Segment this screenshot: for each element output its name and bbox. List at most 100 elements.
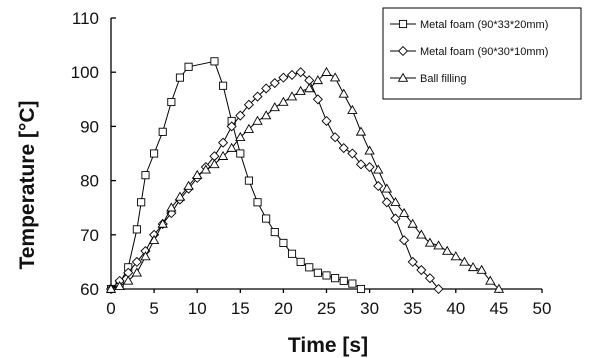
data-point: [235, 131, 246, 141]
data-point: [373, 180, 384, 192]
x-tick-label: 15: [231, 299, 250, 318]
data-point: [348, 279, 357, 288]
data-point: [330, 132, 341, 143]
data-point: [243, 99, 254, 110]
legend-label: Ball filling: [420, 73, 466, 85]
data-point: [381, 197, 392, 208]
x-tick-label: 45: [489, 299, 508, 318]
data-point: [329, 72, 341, 82]
data-point: [433, 283, 444, 295]
data-point: [390, 213, 401, 224]
data-point: [347, 104, 358, 114]
data-point: [407, 218, 418, 228]
data-point: [373, 164, 384, 174]
data-point: [278, 96, 289, 106]
data-point: [217, 150, 229, 160]
data-point: [355, 126, 367, 136]
x-tick-label: 10: [188, 299, 207, 318]
legend-marker-diamond: [397, 45, 409, 57]
data-point: [261, 83, 272, 94]
x-tick-label: 50: [533, 299, 552, 318]
data-point: [226, 142, 237, 152]
data-point: [260, 110, 272, 120]
data-point: [322, 271, 331, 280]
data-point: [148, 234, 160, 244]
data-point: [442, 245, 453, 255]
data-point: [304, 83, 315, 93]
data-point: [312, 94, 323, 105]
data-point: [158, 127, 167, 136]
data-point: [450, 251, 461, 261]
x-axis-title: Time [s]: [288, 334, 368, 357]
data-point: [381, 183, 393, 193]
data-point: [270, 228, 279, 237]
data-point: [269, 78, 280, 89]
data-point: [252, 115, 263, 125]
data-point: [252, 91, 263, 102]
data-point: [433, 240, 444, 250]
data-point: [157, 218, 168, 228]
data-point: [424, 237, 436, 247]
data-point: [287, 249, 297, 258]
legend-marker-triangle: [397, 72, 409, 82]
axes: 60 70 80 90 100 110 0 5 10 15 20 25 30 35 40 45 50: [71, 9, 552, 318]
data-point: [347, 148, 358, 159]
x-tick-label: 35: [403, 299, 422, 318]
data-point: [286, 91, 298, 101]
data-point: [296, 257, 305, 266]
x-tick-label: 5: [149, 299, 158, 318]
data-point: [253, 198, 262, 207]
data-point: [467, 262, 479, 272]
data-point: [416, 229, 427, 239]
data-point: [312, 75, 324, 85]
data-point: [398, 207, 410, 217]
data-point: [174, 191, 186, 201]
data-point: [192, 169, 203, 179]
data-point: [184, 62, 193, 71]
data-point: [313, 268, 322, 277]
y-axis-title: Temperature [°C]: [16, 100, 39, 269]
data-point: [141, 171, 150, 180]
data-point: [364, 145, 375, 155]
data-point: [244, 176, 253, 185]
data-point: [295, 67, 306, 78]
data-point: [364, 162, 375, 173]
legend: Metal foam (90*33*20mm) Metal foam (90*30…: [382, 7, 582, 100]
data-point: [269, 102, 280, 112]
legend-box: [382, 7, 582, 100]
data-point: [356, 284, 366, 294]
x-tick-label: 20: [274, 299, 293, 318]
data-point: [424, 273, 435, 284]
data-point: [243, 123, 255, 133]
data-point: [131, 267, 143, 277]
data-point: [485, 275, 496, 285]
data-point: [167, 97, 176, 107]
x-tick-label: 25: [317, 299, 336, 318]
y-tick-label: 90: [80, 117, 99, 136]
data-point: [132, 225, 141, 234]
data-point: [399, 235, 410, 246]
data-point: [321, 66, 332, 76]
data-point: [150, 149, 159, 158]
data-point: [321, 115, 332, 127]
data-point: [200, 164, 211, 174]
data-point: [114, 280, 125, 291]
data-point: [209, 159, 220, 169]
data-point: [123, 275, 134, 285]
data-point: [131, 256, 142, 267]
data-point: [305, 263, 314, 272]
legend-label: Metal foam (90*30*10mm): [420, 46, 548, 58]
data-point: [331, 274, 340, 283]
series-layer: [105, 57, 505, 295]
series-2: [105, 67, 444, 295]
data-point: [416, 264, 427, 276]
data-point: [338, 143, 349, 154]
data-point: [286, 69, 298, 80]
series-3: [105, 66, 505, 293]
data-point: [166, 202, 177, 212]
data-point: [236, 149, 245, 158]
x-tick-label: 30: [360, 299, 379, 318]
data-point: [235, 110, 246, 121]
legend-label: Metal foam (90*33*20mm): [420, 19, 548, 31]
